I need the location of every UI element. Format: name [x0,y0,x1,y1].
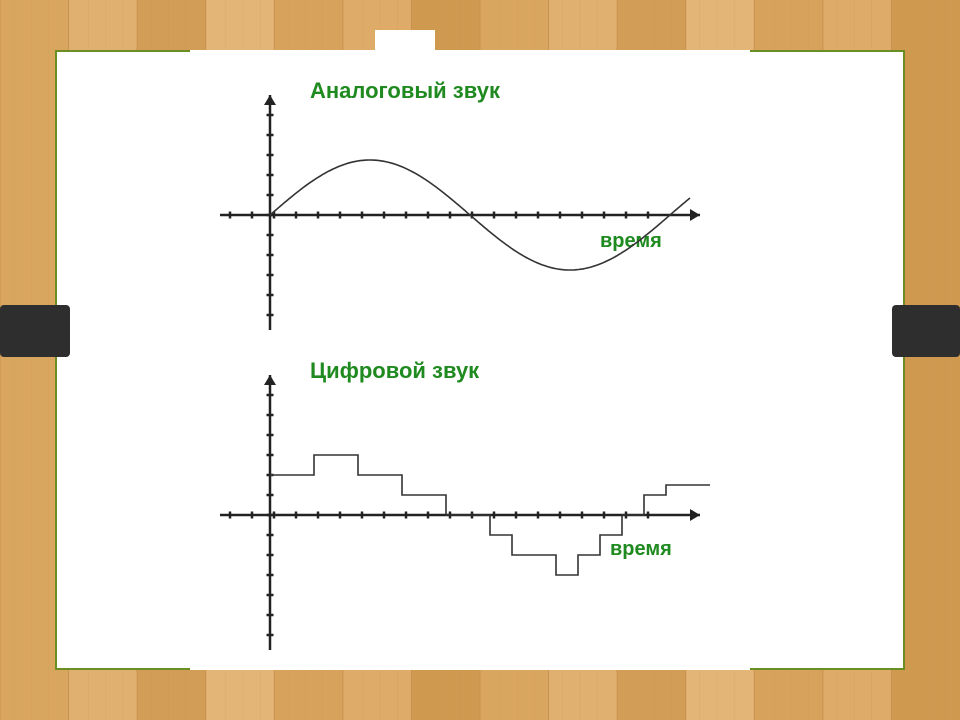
right-side-tab [892,305,960,357]
top-tab [375,30,435,52]
stage: Аналоговый звук время Цифровой звук врем… [0,0,960,720]
digital-chart [200,355,730,655]
analog-chart [200,75,730,335]
left-side-tab [0,305,70,357]
